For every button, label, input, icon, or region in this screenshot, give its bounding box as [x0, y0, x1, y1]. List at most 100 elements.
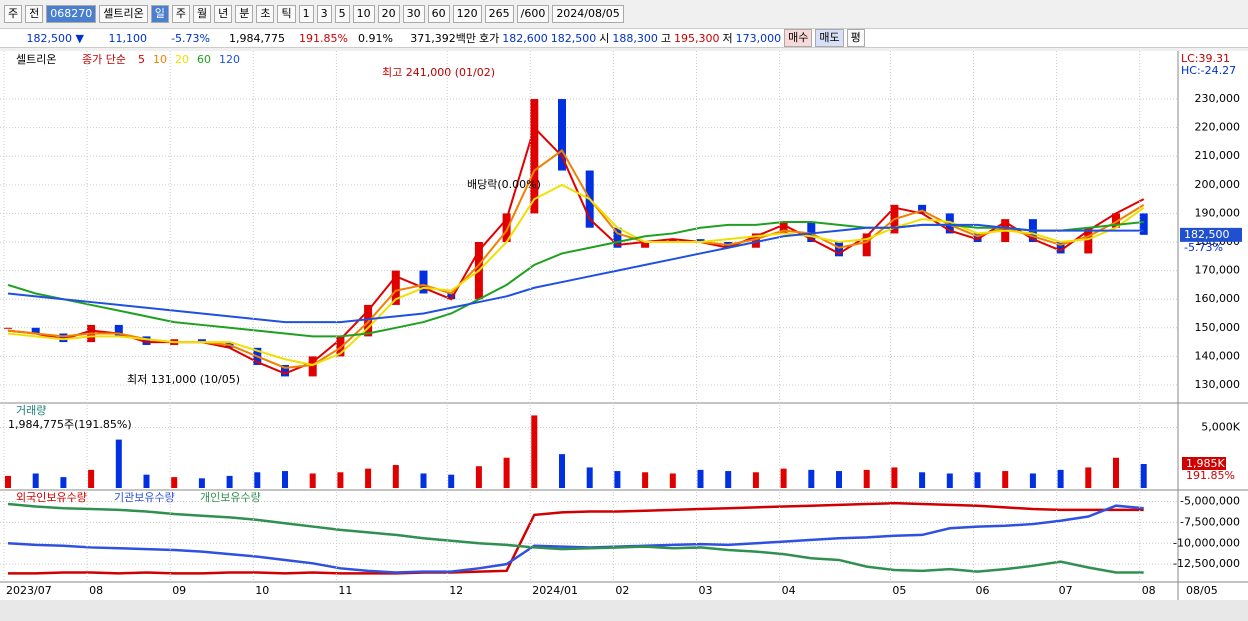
volume-bar: [725, 471, 732, 488]
avg-button[interactable]: 평: [846, 29, 865, 47]
x-tick-label: 03: [699, 584, 713, 597]
line: [7, 504, 1144, 574]
volume-bar: [946, 473, 953, 488]
volume-bar: [392, 465, 399, 488]
low: 173,000: [735, 31, 782, 45]
y-tick-label: -7,500,000: [1180, 515, 1240, 528]
x-end-label: 08/05: [1186, 584, 1218, 597]
candle: [862, 233, 871, 257]
candle: [502, 213, 511, 243]
y-tick-label: 130,000: [1195, 378, 1241, 391]
toolbar-item[interactable]: 60: [427, 5, 450, 23]
candle: [308, 356, 317, 377]
candle: [1056, 242, 1065, 254]
toolbar-item[interactable]: 120: [452, 5, 482, 23]
x-tick-label: 08: [1142, 584, 1156, 597]
line: [8, 501, 1144, 575]
volume-bar: [475, 466, 482, 488]
toolbar-item[interactable]: 셀트리온: [99, 5, 148, 23]
toolbar-item[interactable]: 일: [150, 5, 169, 23]
open: 188,300: [612, 31, 658, 45]
candle: [391, 270, 400, 305]
volume-bar: [32, 473, 39, 488]
candle: [4, 327, 12, 329]
volume-bar: [919, 472, 926, 488]
candle: [142, 336, 151, 345]
volume-bar: [282, 471, 288, 488]
volume-bar: [226, 475, 233, 488]
toolbar-item[interactable]: 틱: [277, 5, 296, 23]
volume-bar: [614, 471, 621, 488]
scrollbar[interactable]: [0, 600, 1248, 621]
y-tick-label: -12,500,000: [1173, 557, 1240, 570]
change-pct: -5.73%: [171, 31, 210, 45]
toolbar-item[interactable]: 3: [316, 5, 332, 23]
label: 시: [599, 32, 610, 45]
volume-bar: [974, 472, 981, 488]
x-tick-label: 08: [89, 584, 103, 597]
toolbar-item[interactable]: 월: [192, 5, 212, 23]
volume-bar: [891, 467, 898, 488]
toolbar-item[interactable]: 20: [377, 5, 400, 23]
y-tick-label: 150,000: [1195, 321, 1241, 334]
volume-bar: [1140, 463, 1147, 488]
toolbar-item[interactable]: 068270: [46, 5, 97, 23]
buy-button[interactable]: 매수: [784, 29, 813, 47]
toolbar-item[interactable]: 2024/08/05: [552, 5, 624, 23]
candle: [945, 213, 954, 234]
annotation: 최저 131,000 (10/05): [127, 373, 240, 386]
y-tick-label: 5,000K: [1201, 421, 1240, 434]
x-tick-label: 06: [976, 584, 990, 597]
toolbar-item[interactable]: 30: [402, 5, 425, 23]
legend-item: 개인보유수량: [200, 491, 261, 504]
volume-bar: [365, 468, 372, 488]
y-tick-label: 230,000: [1195, 92, 1241, 105]
last-volume: 1,985K: [1186, 457, 1225, 470]
x-tick-label: 09: [172, 584, 186, 597]
toolbar-item[interactable]: 1: [298, 5, 314, 23]
sell-button[interactable]: 매도: [815, 29, 844, 47]
toolbar-item[interactable]: 분: [235, 5, 254, 23]
candle: [696, 239, 705, 243]
x-tick-label: 2024/01: [532, 584, 578, 597]
label: 고: [660, 32, 671, 45]
amount: 371,392백만: [410, 32, 476, 45]
candle: [197, 339, 206, 343]
toolbar-item[interactable]: 년: [214, 5, 233, 23]
x-tick-label: 2023/07: [6, 584, 52, 597]
volume-bar: [780, 468, 787, 488]
candle: [336, 336, 345, 357]
toolbar-item[interactable]: /600: [516, 5, 550, 23]
toolbar-item[interactable]: 주: [171, 5, 190, 23]
panel-subtitle: 1,984,775주(191.85%): [8, 418, 132, 431]
legend-item: 60: [197, 53, 211, 66]
hc-label: HC:-24.27: [1181, 64, 1236, 77]
volume-bar: [420, 473, 427, 488]
volume-bar: [143, 474, 150, 488]
volume-bar: [1002, 471, 1009, 488]
candle: [973, 233, 982, 243]
legend-item: 10: [153, 53, 167, 66]
toolbar-item[interactable]: 10: [352, 5, 375, 23]
legend-item: 120: [219, 53, 240, 66]
candle: [1084, 227, 1093, 254]
label: 저: [722, 32, 733, 45]
price: 182,500 ▼: [26, 31, 84, 45]
y-tick-label: 140,000: [1195, 349, 1241, 362]
volume-bar: [448, 474, 455, 488]
volume-bar: [1113, 457, 1119, 488]
candle: [281, 364, 289, 377]
toolbar-item[interactable]: 5: [334, 5, 350, 23]
toolbar-item[interactable]: 초: [256, 5, 275, 23]
last-price-box: [1180, 227, 1242, 242]
annotation: 배당락(0.00%): [467, 178, 541, 191]
annotation: 최고 241,000 (01/02): [382, 66, 495, 79]
toolbar-item[interactable]: 전: [25, 5, 44, 23]
toolbar-item[interactable]: 265: [484, 5, 514, 23]
turnover: 0.91%: [358, 31, 393, 45]
candle: [530, 99, 539, 214]
candle: [1139, 213, 1148, 235]
x-tick-label: 07: [1059, 584, 1073, 597]
toolbar-item[interactable]: 주: [4, 5, 23, 23]
last-volume-box: [1182, 456, 1226, 470]
